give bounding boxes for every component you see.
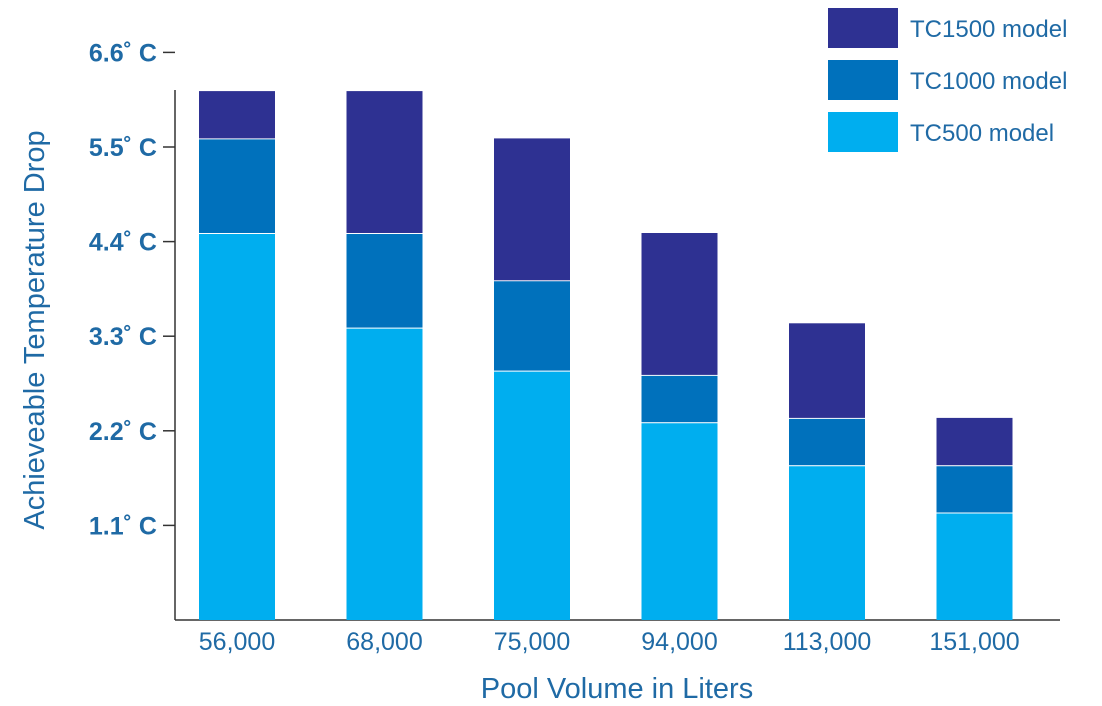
- x-tick-label: 94,000: [641, 628, 717, 656]
- bar-segment: [936, 417, 1013, 466]
- bar-stack: [789, 323, 865, 620]
- bar-stack: [936, 417, 1013, 620]
- bar-stack: [494, 138, 570, 620]
- y-tick-label: 2.2˚ C: [89, 418, 157, 446]
- y-tick-label: 1.1˚ C: [89, 512, 157, 540]
- bar-segment: [641, 233, 718, 375]
- x-axis-title: Pool Volume in Liters: [481, 673, 753, 705]
- bar-segment: [789, 323, 865, 418]
- y-tick-labels: 1.1˚ C 2.2˚ C 3.3˚ C 4.4˚ C 5.5˚ C 6.6˚ C: [89, 39, 175, 540]
- bar-segment: [789, 465, 865, 620]
- bar-segment: [641, 422, 718, 620]
- x-tick-label: 75,000: [494, 628, 570, 656]
- y-tick-label: 4.4˚ C: [89, 229, 157, 257]
- legend-swatch: [828, 8, 898, 48]
- y-tick-label: 5.5˚ C: [89, 134, 157, 162]
- y-tick-label: 3.3˚ C: [89, 323, 157, 351]
- bar-segment: [494, 138, 570, 281]
- x-tick-label: 151,000: [929, 628, 1019, 656]
- legend-swatch: [828, 60, 898, 100]
- bar-segment: [789, 417, 865, 466]
- bar-segment: [936, 465, 1013, 513]
- bar-segment: [199, 138, 275, 233]
- y-axis-title: Achieveable Temperature Drop: [19, 130, 51, 529]
- bar-segment: [346, 233, 423, 328]
- legend-label: TC1500 model: [910, 16, 1067, 43]
- legend: TC1500 model TC1000 model TC500 model: [828, 8, 1067, 152]
- bar-segment: [936, 512, 1013, 620]
- bar-stack: [346, 91, 423, 620]
- x-tick-label: 56,000: [199, 628, 275, 656]
- bar-stacks: [199, 91, 1013, 620]
- x-tick-label: 68,000: [346, 628, 422, 656]
- x-tick-labels: 56,000 68,000 75,000 94,000 113,000 151,000: [199, 628, 1020, 656]
- x-tick-label: 113,000: [783, 628, 872, 656]
- bar-segment: [494, 370, 570, 620]
- legend-swatch: [828, 112, 898, 152]
- bar-stack: [199, 91, 275, 620]
- legend-label: TC1000 model: [910, 68, 1067, 95]
- bar-segment: [199, 91, 275, 139]
- bar-segment: [346, 327, 423, 620]
- bar-stack: [641, 233, 718, 620]
- bar-segment: [199, 233, 275, 620]
- bar-segment: [346, 91, 423, 233]
- y-tick-label: 6.6˚ C: [89, 39, 157, 67]
- bar-segment: [494, 280, 570, 371]
- legend-label: TC500 model: [910, 120, 1054, 147]
- bar-segment: [641, 374, 718, 423]
